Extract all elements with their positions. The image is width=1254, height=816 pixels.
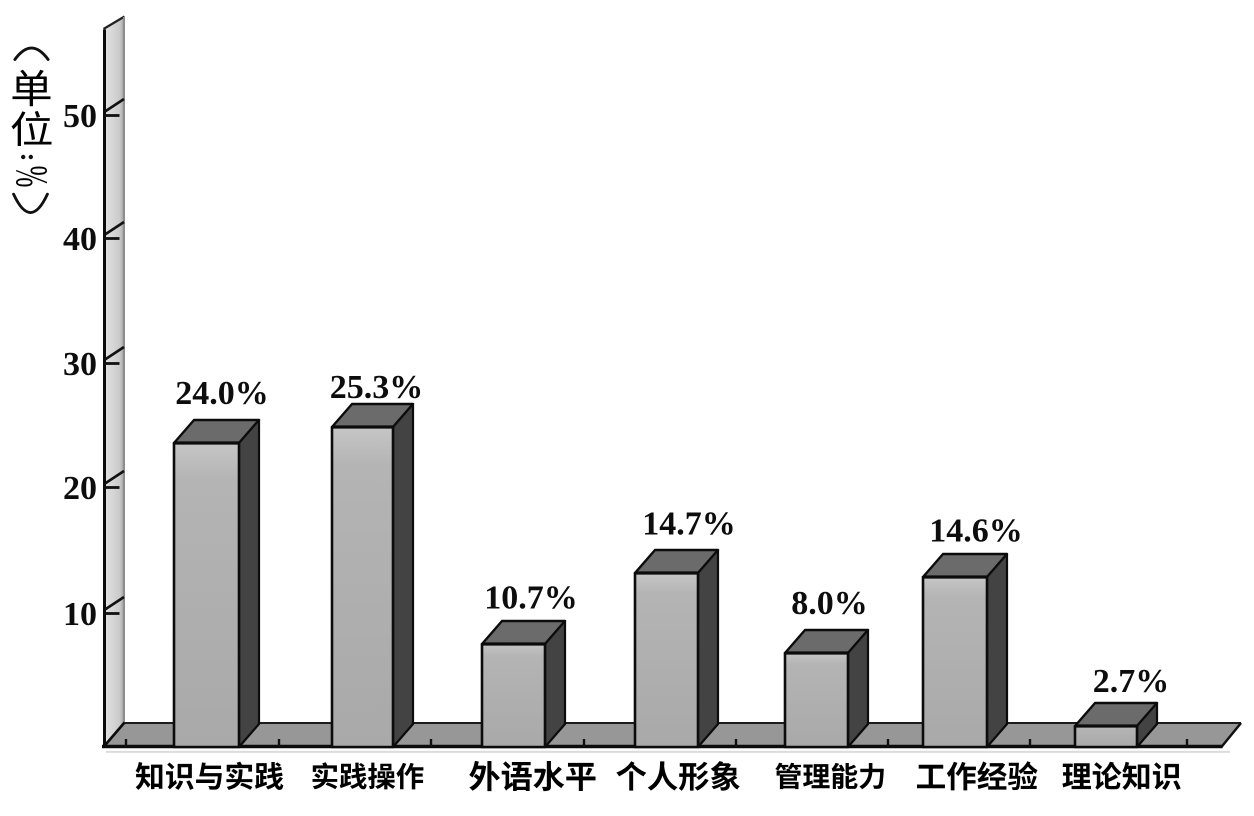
svg-text:24.0%: 24.0%: [175, 375, 269, 412]
svg-text:14.7%: 14.7%: [642, 506, 736, 543]
svg-text:8.0%: 8.0%: [791, 585, 868, 622]
svg-text:14.6%: 14.6%: [929, 513, 1023, 550]
svg-text:30: 30: [63, 346, 97, 383]
svg-text:10.7%: 10.7%: [484, 580, 578, 617]
svg-text:20: 20: [63, 470, 97, 507]
svg-text:50: 50: [63, 98, 97, 135]
svg-text:10: 10: [63, 596, 97, 633]
svg-text:40: 40: [63, 221, 97, 258]
svg-text:25.3%: 25.3%: [330, 369, 424, 406]
svg-text:2.7%: 2.7%: [1093, 663, 1170, 700]
